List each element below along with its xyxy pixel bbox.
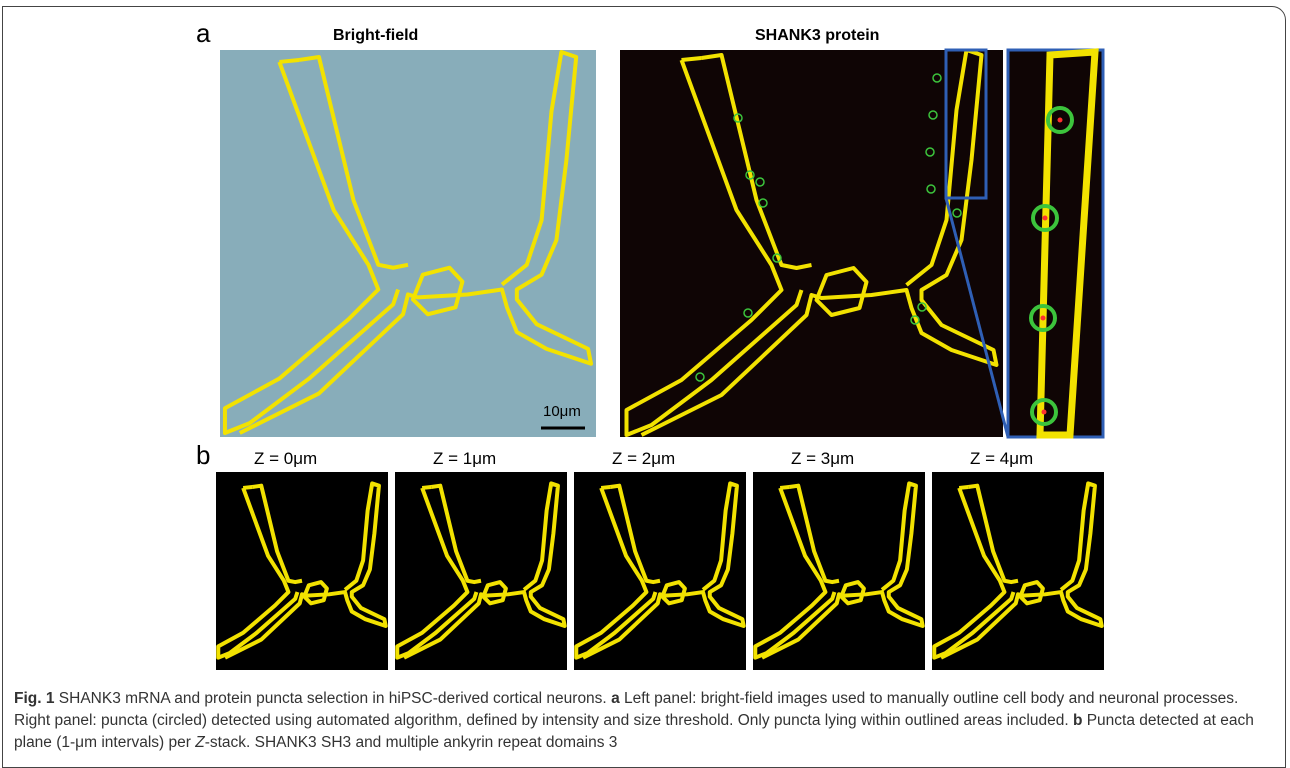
z-image	[753, 472, 925, 670]
figure	[0, 0, 1290, 745]
plane-label: Z = 1μm	[433, 449, 496, 469]
z-image	[395, 472, 567, 670]
scale-label: 10μm	[543, 403, 581, 420]
plane-label: Z = 0μm	[254, 449, 317, 469]
panel-label: a	[196, 18, 210, 49]
panel-title: SHANK3 protein	[755, 27, 879, 45]
z-image	[574, 472, 746, 670]
caption: Fig. 1 SHANK3 mRNA and protein puncta se…	[14, 688, 1269, 754]
fig-label: Fig. 1	[14, 690, 54, 707]
plane-label: Z = 2μm	[612, 449, 675, 469]
panel-label: b	[196, 440, 210, 471]
caption-text: SHANK3 mRNA and protein puncta selection…	[59, 690, 607, 707]
plane-label: Z = 3μm	[791, 449, 854, 469]
page: a Bright-field SHANK3 protein 10μm b Z =…	[0, 0, 1290, 745]
z-image	[216, 472, 388, 670]
plane-label: Z = 4μm	[970, 449, 1033, 469]
caption-label: a	[611, 690, 620, 707]
caption-label: b	[1073, 712, 1082, 729]
panel-title: Bright-field	[333, 27, 418, 45]
z-image	[932, 472, 1104, 670]
caption-text: -stack. SHANK3 SH3 and multiple ankyrin …	[205, 734, 618, 751]
caption-text: Z	[195, 734, 204, 751]
